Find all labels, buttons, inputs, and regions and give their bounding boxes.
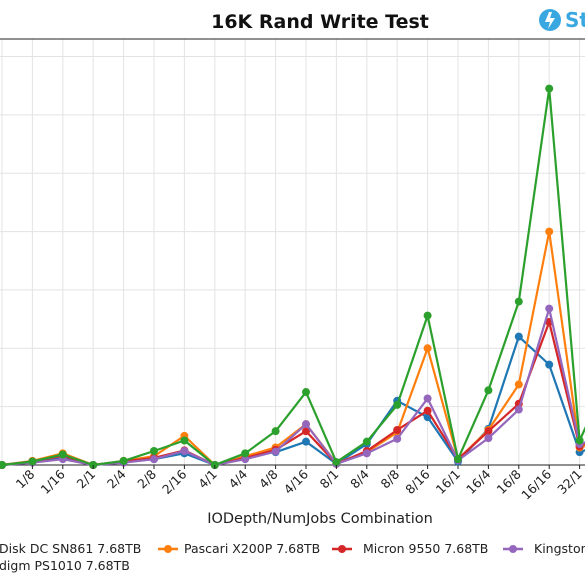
series-line-2 [1, 320, 585, 467]
logo-text: St [565, 8, 585, 32]
x-tick-label: 4/1 [195, 467, 220, 492]
data-point-3-16 [484, 434, 493, 443]
x-tick-label: 8/16 [402, 466, 432, 496]
x-tick-label: 32/1 [554, 467, 584, 497]
data-point-2-16 [484, 427, 493, 436]
data-point-3-6 [180, 446, 189, 455]
data-point-4-16 [484, 386, 493, 395]
brand-logo: St [539, 8, 585, 32]
data-point-4-10 [302, 388, 310, 397]
data-point-3-5 [150, 455, 158, 464]
data-point-3-9 [271, 447, 280, 456]
x-tick-labels: 1/8 1/16 2/1 2/4 2/8 2/16 4/1 4/4 4/8 4/16 8/1 8/4 8… [13, 465, 585, 503]
data-point-4-2 [58, 450, 67, 459]
data-point-4-1 [28, 457, 37, 466]
data-point-4-11 [332, 458, 341, 467]
data-point-3-18 [545, 304, 554, 313]
x-tick-label: 4/8 [256, 466, 281, 491]
data-point-3-14 [423, 394, 432, 403]
legend-item-micron: Micron 9550 7.68TB [332, 541, 488, 556]
legend-label-pascari: Pascari X200P 7.68TB [184, 541, 320, 556]
data-point-1-17 [514, 380, 523, 389]
data-point-1-18 [545, 227, 554, 236]
series-layer [0, 84, 585, 469]
chart-title: 16K Rand Write Test [211, 11, 429, 33]
data-point-0-10 [302, 437, 310, 446]
legend-item-pascari: Pascari X200P 7.68TB [158, 541, 320, 556]
data-point-4-13 [393, 400, 402, 409]
x-tick-label: 16/4 [463, 466, 493, 496]
data-point-2-13 [393, 425, 402, 434]
data-point-4-5 [150, 446, 158, 455]
x-tick-label: 8/8 [377, 466, 402, 491]
data-point-4-12 [362, 437, 371, 446]
legend: Disk DC SN861 7.68TB Pascari X200P 7.68T… [0, 541, 585, 573]
x-tick-label: 8/4 [347, 466, 372, 491]
legend-item-solidigm: digm PS1010 7.68TB [0, 558, 130, 573]
series-line-3 [1, 307, 585, 467]
data-point-4-14 [423, 311, 432, 320]
data-point-3-17 [514, 405, 523, 414]
legend-marker-micron [338, 545, 346, 553]
data-point-1-14 [423, 344, 432, 353]
data-point-4-17 [514, 297, 523, 306]
x-tick-label: 1/16 [37, 466, 67, 496]
data-point-3-10 [302, 420, 310, 429]
x-tick-label: 4/16 [281, 466, 311, 496]
x-tick-label: 1/8 [13, 466, 38, 491]
data-point-2-10 [302, 427, 310, 436]
legend-label-micron: Micron 9550 7.68TB [363, 541, 488, 556]
x-axis-label: IODepth/NumJobs Combination [207, 511, 433, 527]
data-point-4-19 [575, 436, 584, 445]
data-point-4-18 [545, 84, 554, 93]
legend-label-sandisk: Disk DC SN861 7.68TB [0, 541, 141, 556]
data-point-3-12 [362, 449, 371, 458]
x-tick-label: 16/1 [433, 467, 463, 497]
data-point-4-4 [119, 456, 128, 465]
data-point-4-15 [454, 455, 462, 464]
legend-marker-pascari [164, 545, 172, 553]
data-point-3-8 [241, 455, 250, 464]
x-tick-label: 2/1 [73, 467, 98, 492]
x-tick-label: 16/16 [518, 466, 554, 502]
data-point-4-6 [180, 436, 189, 445]
x-tick-label: 4/4 [225, 466, 250, 491]
data-point-0-17 [514, 332, 523, 341]
x-tick-label: 2/8 [134, 466, 159, 491]
data-point-4-8 [241, 449, 250, 458]
x-tick-label: 8/1 [317, 467, 342, 492]
series-line-0 [1, 335, 585, 467]
x-tick-label: 2/4 [104, 466, 129, 491]
legend-marker-kingston [509, 545, 517, 553]
data-point-0-18 [545, 360, 554, 369]
legend-label-kingston: Kingston [534, 541, 585, 556]
legend-label-solidigm: digm PS1010 7.68TB [0, 558, 130, 573]
plot-frame [0, 38, 585, 466]
legend-item-kingston: Kingston [503, 541, 585, 556]
legend-item-sandisk: Disk DC SN861 7.68TB [0, 541, 141, 556]
data-point-2-14 [423, 406, 432, 415]
data-point-4-9 [271, 427, 280, 436]
data-point-3-13 [393, 434, 402, 443]
logo-icon-bolt [545, 12, 555, 29]
series-line-4 [1, 87, 585, 467]
x-tick-label: 2/16 [159, 466, 189, 496]
data-point-4-0 [0, 461, 6, 469]
